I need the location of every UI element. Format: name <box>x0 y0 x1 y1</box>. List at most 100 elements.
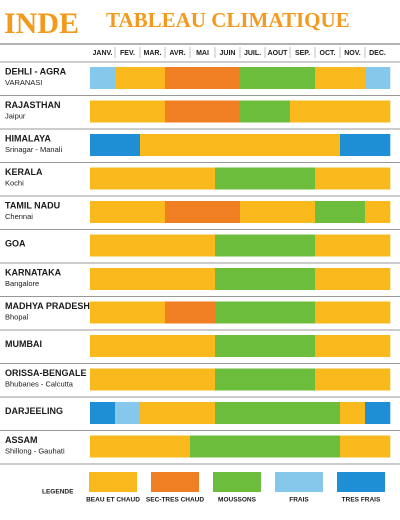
climate-cell <box>90 100 116 123</box>
climate-cell <box>140 167 166 190</box>
climate-cell <box>240 368 266 391</box>
climate-cell <box>90 134 116 156</box>
climate-cell <box>215 67 241 89</box>
climate-cell <box>115 335 141 357</box>
climate-cell <box>115 234 141 257</box>
climate-cell <box>115 435 141 458</box>
climate-cell <box>240 268 266 290</box>
row-sub: Jaipur <box>5 111 26 120</box>
climate-cell <box>265 67 291 89</box>
climate-cell <box>140 435 166 458</box>
row-name: HIMALAYA <box>5 133 51 143</box>
climate-cell <box>90 402 116 424</box>
climate-cell <box>315 368 341 391</box>
climate-cell <box>265 201 291 223</box>
legend-swatch <box>213 472 261 492</box>
climate-cell <box>140 368 166 391</box>
climate-cell <box>190 167 216 190</box>
row-name: DARJEELING <box>5 406 63 416</box>
climate-cell <box>265 134 291 156</box>
row-name: KERALA <box>5 167 43 177</box>
row-name: RAJASTHAN <box>5 100 61 110</box>
climate-cell <box>165 201 191 223</box>
climate-cell <box>115 134 141 156</box>
climate-cell <box>240 301 266 324</box>
row-name: MUMBAI <box>5 339 42 349</box>
climate-cell <box>165 234 191 257</box>
climate-cell <box>265 335 291 357</box>
legend-label: FRAIS <box>289 497 309 504</box>
month-label: DEC. <box>369 50 386 57</box>
climate-cell <box>365 201 391 223</box>
climate-cell <box>190 368 216 391</box>
climate-cell <box>265 234 291 257</box>
climate-cell <box>165 368 191 391</box>
climate-cell <box>165 67 191 89</box>
climate-cell <box>115 67 141 89</box>
row-name: GOA <box>5 239 26 249</box>
month-label: JUIL. <box>244 50 261 57</box>
month-label: NOV. <box>344 50 361 57</box>
climate-cell <box>315 435 341 458</box>
climate-cell <box>165 301 191 324</box>
climate-cell <box>240 134 266 156</box>
month-label: AOUT <box>268 50 289 57</box>
climate-cell <box>365 100 391 123</box>
climate-cell <box>315 167 341 190</box>
climate-cell <box>90 435 116 458</box>
climate-cell <box>290 67 316 89</box>
row-name: TAMIL NADU <box>5 200 60 210</box>
climate-cell <box>115 201 141 223</box>
climate-cell <box>190 335 216 357</box>
climate-cell <box>290 268 316 290</box>
climate-cell <box>290 301 316 324</box>
month-label: JANV. <box>93 50 113 57</box>
climate-cell <box>290 368 316 391</box>
climate-cell <box>215 435 241 458</box>
climate-cell <box>90 301 116 324</box>
climate-cell <box>190 301 216 324</box>
climate-cell <box>240 335 266 357</box>
row-name: ORISSA-BENGALE <box>5 368 87 378</box>
legend-swatch <box>337 472 385 492</box>
climate-cell <box>165 268 191 290</box>
month-label: JUIN <box>220 50 236 57</box>
climate-cell <box>340 67 366 89</box>
legend-label: BEAU ET CHAUD <box>86 497 140 504</box>
climate-cell <box>190 435 216 458</box>
climate-cell <box>240 402 266 424</box>
climate-cell <box>215 100 241 123</box>
climate-cell <box>365 368 391 391</box>
climate-cell <box>165 100 191 123</box>
climate-cell <box>340 301 366 324</box>
climate-cell <box>190 402 216 424</box>
row-sub: Kochi <box>5 178 24 187</box>
climate-cell <box>290 100 316 123</box>
climate-cell <box>265 402 291 424</box>
climate-cell <box>240 67 266 89</box>
row-sub: Chennai <box>5 212 33 221</box>
climate-cell <box>115 301 141 324</box>
climate-cell <box>365 67 391 89</box>
climate-cell <box>140 402 166 424</box>
climate-cell <box>290 435 316 458</box>
row-sub: Bangalore <box>5 279 39 288</box>
climate-cell <box>340 100 366 123</box>
climate-cell <box>340 234 366 257</box>
climate-cell <box>340 201 366 223</box>
climate-cell <box>115 368 141 391</box>
legend-label: SEC-TRES CHAUD <box>146 497 204 504</box>
climate-cell <box>290 167 316 190</box>
climate-cell <box>140 134 166 156</box>
climate-cell <box>190 67 216 89</box>
climate-cell <box>190 100 216 123</box>
climate-cell <box>365 134 391 156</box>
climate-cell <box>340 335 366 357</box>
climate-cell <box>315 402 341 424</box>
climate-cell <box>240 234 266 257</box>
row-sub: Bhubanes - Calcutta <box>5 379 74 388</box>
climate-cell <box>215 268 241 290</box>
climate-cell <box>290 201 316 223</box>
climate-cell <box>340 134 366 156</box>
climate-cell <box>140 100 166 123</box>
